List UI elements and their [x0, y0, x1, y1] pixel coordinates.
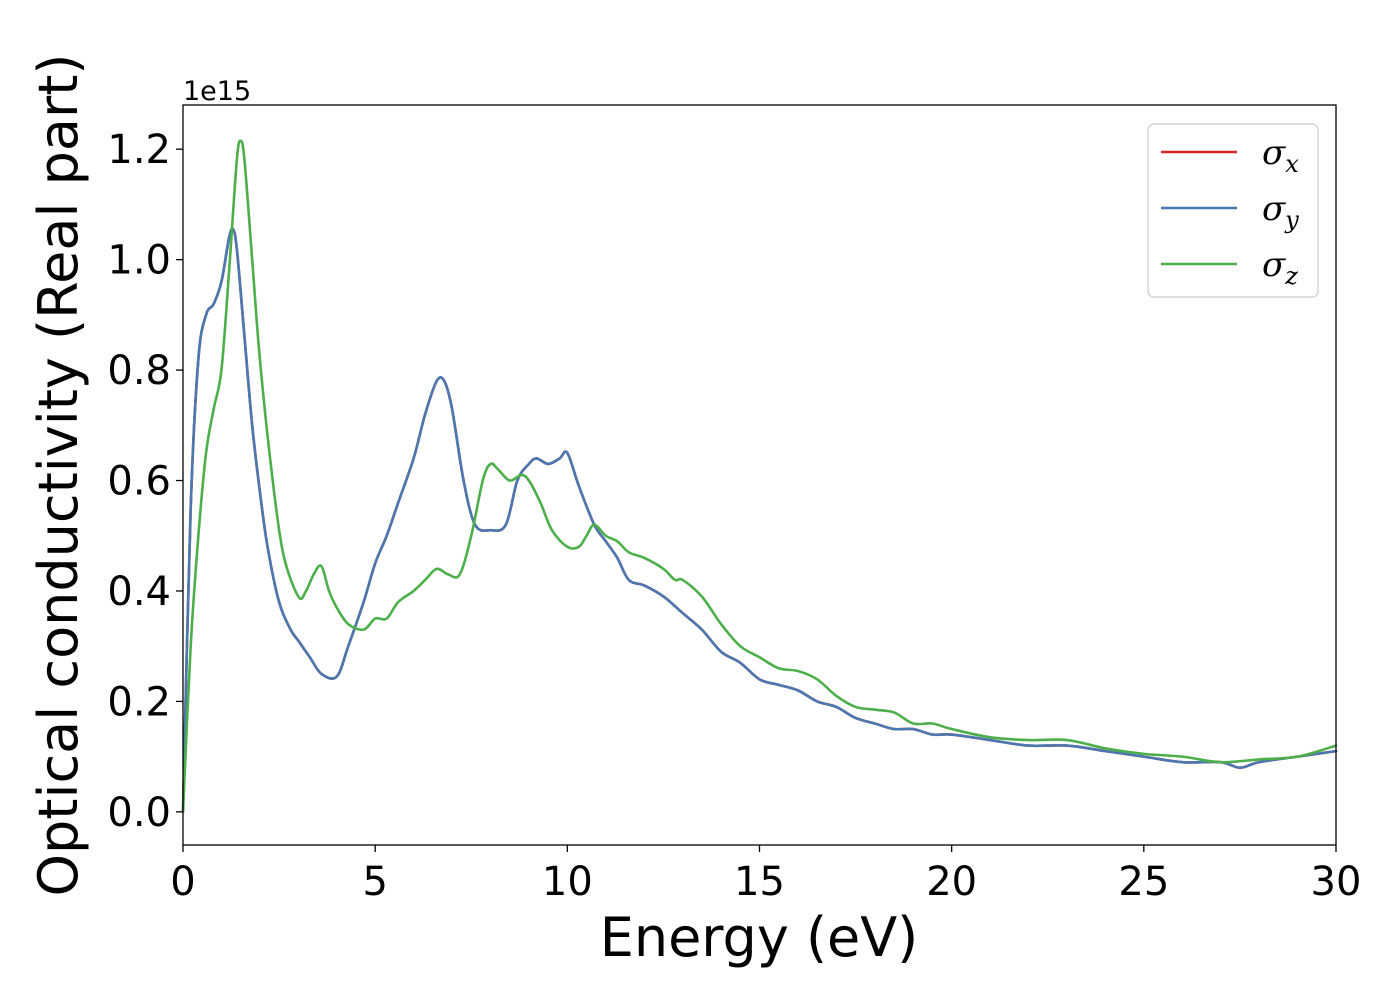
series-layer [181, 139, 1338, 814]
x-axis-ticks: 0 5 10 15 20 25 30 [170, 845, 1361, 905]
legend: σx σy σz [1147, 123, 1319, 298]
legend-label-y: σy [1262, 189, 1299, 234]
y-tick-label: 0.8 [107, 348, 171, 394]
x-tick-label: 25 [1118, 859, 1169, 905]
y-tick-label: 0.4 [107, 569, 171, 615]
x-tick-label: 15 [734, 859, 785, 905]
y-axis-offset-text: 1e15 [183, 76, 251, 107]
legend-label-x: σx [1262, 133, 1299, 178]
series-line-y [181, 227, 1338, 814]
x-tick-label: 5 [362, 859, 387, 905]
x-tick-label: 10 [542, 859, 593, 905]
y-tick-label: 0.6 [107, 459, 171, 505]
legend-label-z: σz [1262, 245, 1298, 290]
x-tick-label: 30 [1311, 859, 1362, 905]
y-tick-label: 0.0 [107, 790, 171, 836]
legend-box [1147, 123, 1319, 298]
y-tick-label: 1.2 [107, 127, 171, 173]
x-tick-label: 20 [926, 859, 977, 905]
series-line-z [181, 139, 1338, 814]
x-axis-title: Energy (eV) [600, 906, 919, 969]
y-tick-label: 1.0 [107, 238, 171, 284]
y-axis-ticks: 0.0 0.2 0.4 0.6 0.8 1.0 1.2 [107, 127, 183, 836]
x-tick-label: 0 [170, 859, 195, 905]
y-axis-title: Optical conductivity (Real part) [27, 54, 90, 897]
y-tick-label: 0.2 [107, 679, 171, 725]
